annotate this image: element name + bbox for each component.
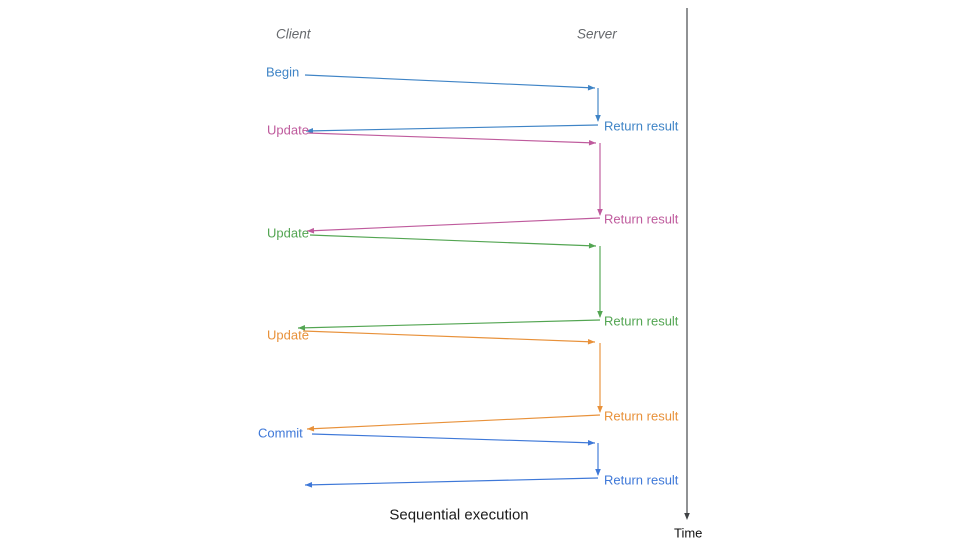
return-label: Return result xyxy=(604,313,679,329)
return-arrow-line xyxy=(297,319,601,329)
processing-arrowhead-icon xyxy=(595,115,601,122)
return-arrowhead-icon xyxy=(307,227,315,234)
request-label: Update xyxy=(267,122,309,138)
request-arrow-line xyxy=(311,433,596,444)
return-arrowhead-icon xyxy=(305,482,313,488)
processing-arrowhead-icon xyxy=(597,209,603,216)
request-arrow-line xyxy=(304,74,596,89)
return-arrowhead-icon xyxy=(306,128,314,134)
request-arrowhead-icon xyxy=(588,139,596,146)
return-arrowhead-icon xyxy=(307,425,315,432)
return-arrow-line xyxy=(304,477,599,486)
request-arrowhead-icon xyxy=(587,84,595,91)
request-label: Commit xyxy=(258,425,303,441)
request-arrowhead-icon xyxy=(587,338,595,345)
time-axis-label: Time xyxy=(674,525,703,540)
return-label: Return result xyxy=(604,118,679,134)
request-arrow-line xyxy=(309,234,597,247)
processing-arrowhead-icon xyxy=(597,406,603,413)
processing-arrowhead-icon xyxy=(595,469,601,476)
request-arrowhead-icon xyxy=(587,439,595,446)
return-arrow-line xyxy=(306,414,601,430)
return-arrow-line xyxy=(306,217,601,232)
client-header: Client xyxy=(276,26,311,42)
return-label: Return result xyxy=(604,408,679,424)
request-label: Begin xyxy=(266,64,300,80)
request-arrow-line xyxy=(307,132,597,144)
server-header: Server xyxy=(577,26,617,42)
return-label: Return result xyxy=(604,211,679,227)
diagram-title: Sequential execution xyxy=(389,506,529,524)
processing-arrowhead-icon xyxy=(597,311,603,318)
request-arrowhead-icon xyxy=(588,242,596,249)
request-arrow-line xyxy=(302,330,596,343)
return-label: Return result xyxy=(604,472,679,488)
time-axis-arrowhead-icon xyxy=(684,513,690,520)
return-arrowhead-icon xyxy=(298,325,306,331)
request-label: Update xyxy=(267,225,309,241)
return-arrow-line xyxy=(305,124,599,132)
request-label: Update xyxy=(267,327,309,343)
